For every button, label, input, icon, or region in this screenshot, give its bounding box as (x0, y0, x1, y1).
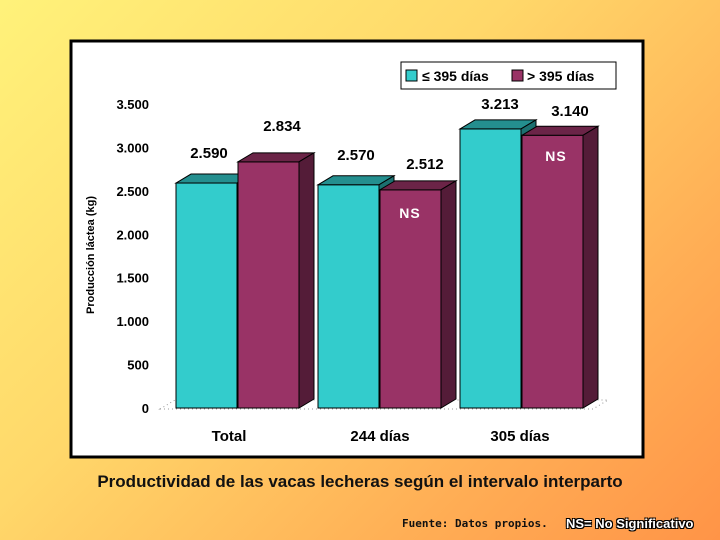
value-label: 2.570 (337, 147, 375, 164)
legend: ≤ 395 días > 395 días (400, 61, 617, 90)
y-tick-label: 1.000 (116, 314, 149, 329)
value-label: 2.590 (190, 145, 228, 162)
bar (378, 179, 458, 409)
value-label: 2.512 (406, 156, 444, 173)
y-axis-title: Producción láctea (kg) (85, 196, 97, 314)
bar-front (175, 182, 238, 409)
bar (520, 125, 600, 409)
value-label: 3.213 (481, 96, 519, 113)
bar-side (298, 151, 315, 409)
x-tick-label: 244 días (350, 428, 409, 445)
value-labels: 2.590 2.834 2.570 2.512 3.213 3.140 (190, 96, 589, 173)
legend-label: ≤ 395 días (422, 68, 489, 84)
y-tick-label: 2.500 (116, 184, 149, 199)
y-tick-labels: 0 500 1.000 1.500 2.000 2.500 3.000 3.500 (116, 97, 149, 416)
bar-front (379, 189, 442, 409)
value-label: 2.834 (263, 118, 301, 135)
bar-side (440, 179, 457, 409)
legend-swatch (405, 69, 418, 82)
bar-side (582, 125, 599, 409)
chart-caption: Productividad de las vacas lecheras segú… (97, 472, 623, 491)
bar (236, 151, 316, 409)
y-tick-label: 0 (142, 401, 149, 416)
bars (174, 119, 600, 409)
x-tick-labels: Total 244 días 305 días (212, 428, 550, 445)
y-tick-label: 3.000 (116, 140, 149, 155)
bar-front (317, 184, 380, 409)
ns-annotation: NS (399, 205, 420, 221)
bar-front (459, 128, 522, 409)
y-tick-label: 3.500 (116, 97, 149, 112)
y-tick-label: 1.500 (116, 271, 149, 286)
source-note: Fuente: Datos propios. (402, 517, 548, 530)
legend-box (400, 61, 617, 90)
value-label: 3.140 (551, 103, 589, 120)
x-tick-label: 305 días (490, 428, 549, 445)
annotations: NS NS (399, 148, 566, 221)
legend-swatch (511, 69, 524, 82)
y-tick-label: 2.000 (116, 227, 149, 242)
bar-front (237, 161, 300, 409)
legend-label: > 395 días (527, 68, 595, 84)
ns-legend-note: NS= No Significativo (566, 516, 694, 531)
bar-front (521, 134, 584, 409)
x-tick-label: Total (212, 428, 247, 445)
floor-outline (158, 399, 610, 410)
chart-floor (158, 399, 610, 410)
ns-annotation: NS (545, 148, 566, 164)
y-tick-label: 500 (127, 358, 149, 373)
